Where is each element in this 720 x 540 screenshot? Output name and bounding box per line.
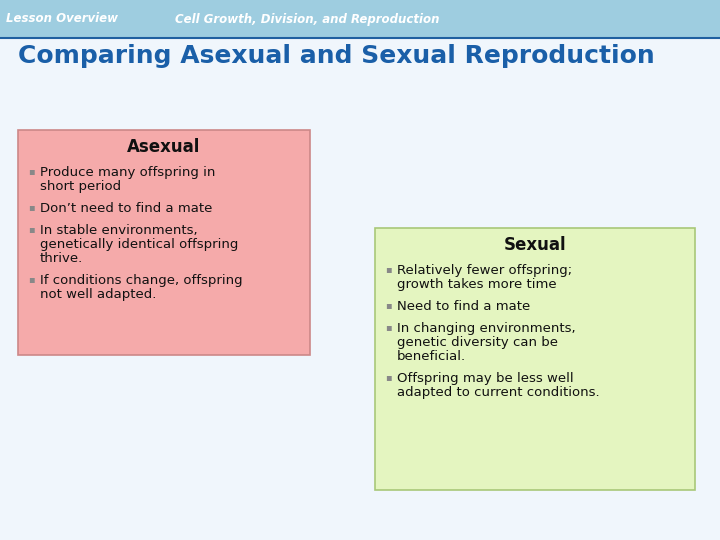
FancyBboxPatch shape: [18, 130, 310, 355]
Text: Comparing Asexual and Sexual Reproduction: Comparing Asexual and Sexual Reproductio…: [18, 44, 654, 68]
Text: Need to find a mate: Need to find a mate: [397, 300, 530, 313]
Text: Cell Growth, Division, and Reproduction: Cell Growth, Division, and Reproduction: [175, 12, 439, 25]
Text: ▪: ▪: [28, 224, 35, 234]
Text: beneficial.: beneficial.: [397, 350, 466, 363]
Text: ▪: ▪: [28, 274, 35, 284]
FancyBboxPatch shape: [0, 38, 720, 540]
Text: If conditions change, offspring: If conditions change, offspring: [40, 274, 243, 287]
Text: Produce many offspring in: Produce many offspring in: [40, 166, 215, 179]
Text: genetically identical offspring: genetically identical offspring: [40, 238, 238, 251]
Text: ▪: ▪: [385, 300, 392, 310]
Text: not well adapted.: not well adapted.: [40, 288, 156, 301]
Text: Relatively fewer offspring;: Relatively fewer offspring;: [397, 264, 572, 277]
Text: ▪: ▪: [28, 166, 35, 176]
Text: ▪: ▪: [385, 322, 392, 332]
Text: thrive.: thrive.: [40, 252, 84, 265]
Text: Don’t need to find a mate: Don’t need to find a mate: [40, 202, 212, 215]
Text: In stable environments,: In stable environments,: [40, 224, 197, 237]
Text: ▪: ▪: [28, 202, 35, 212]
Text: ▪: ▪: [385, 264, 392, 274]
FancyBboxPatch shape: [375, 228, 695, 490]
Text: Offspring may be less well: Offspring may be less well: [397, 372, 574, 385]
Text: adapted to current conditions.: adapted to current conditions.: [397, 386, 600, 399]
Text: Lesson Overview: Lesson Overview: [6, 12, 118, 25]
Text: genetic diversity can be: genetic diversity can be: [397, 336, 558, 349]
FancyBboxPatch shape: [0, 0, 720, 38]
Text: Sexual: Sexual: [504, 236, 567, 254]
Text: ▪: ▪: [385, 372, 392, 382]
Text: In changing environments,: In changing environments,: [397, 322, 575, 335]
Text: growth takes more time: growth takes more time: [397, 278, 557, 291]
Text: short period: short period: [40, 180, 121, 193]
Text: Asexual: Asexual: [127, 138, 201, 156]
